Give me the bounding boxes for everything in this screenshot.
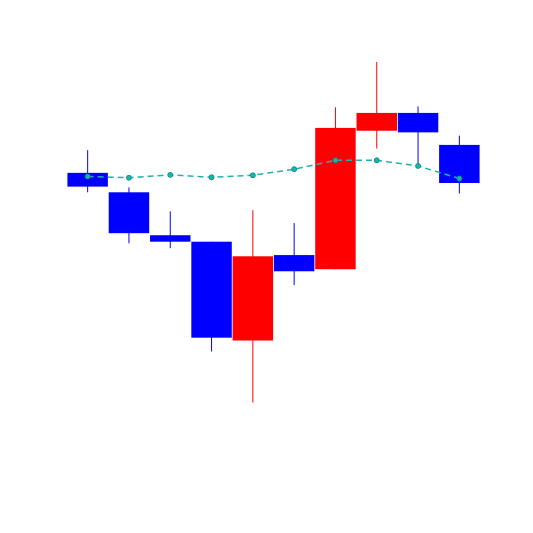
moving-average-point-6 bbox=[291, 166, 298, 173]
moving-average-point-1 bbox=[84, 173, 91, 180]
candle-body-8 bbox=[356, 112, 397, 131]
moving-average-point-10 bbox=[456, 175, 463, 182]
candle-body-5 bbox=[232, 256, 274, 341]
moving-average-point-3 bbox=[167, 171, 174, 178]
moving-average-layer bbox=[84, 157, 463, 182]
candle-body-6 bbox=[273, 255, 315, 272]
moving-average-point-7 bbox=[332, 157, 339, 164]
moving-average-line bbox=[87, 159, 460, 180]
candle-body-7 bbox=[315, 127, 356, 270]
candle-body-9 bbox=[397, 112, 439, 133]
moving-average-point-9 bbox=[415, 163, 421, 169]
candles-layer bbox=[67, 61, 480, 403]
moving-average-point-4 bbox=[208, 174, 215, 181]
candle-body-4 bbox=[191, 241, 232, 338]
candle-body-3 bbox=[150, 235, 191, 242]
moving-average-point-8 bbox=[373, 157, 380, 164]
moving-average-point-2 bbox=[126, 174, 132, 181]
moving-average-point-5 bbox=[249, 172, 256, 179]
candle-body-2 bbox=[108, 192, 150, 234]
